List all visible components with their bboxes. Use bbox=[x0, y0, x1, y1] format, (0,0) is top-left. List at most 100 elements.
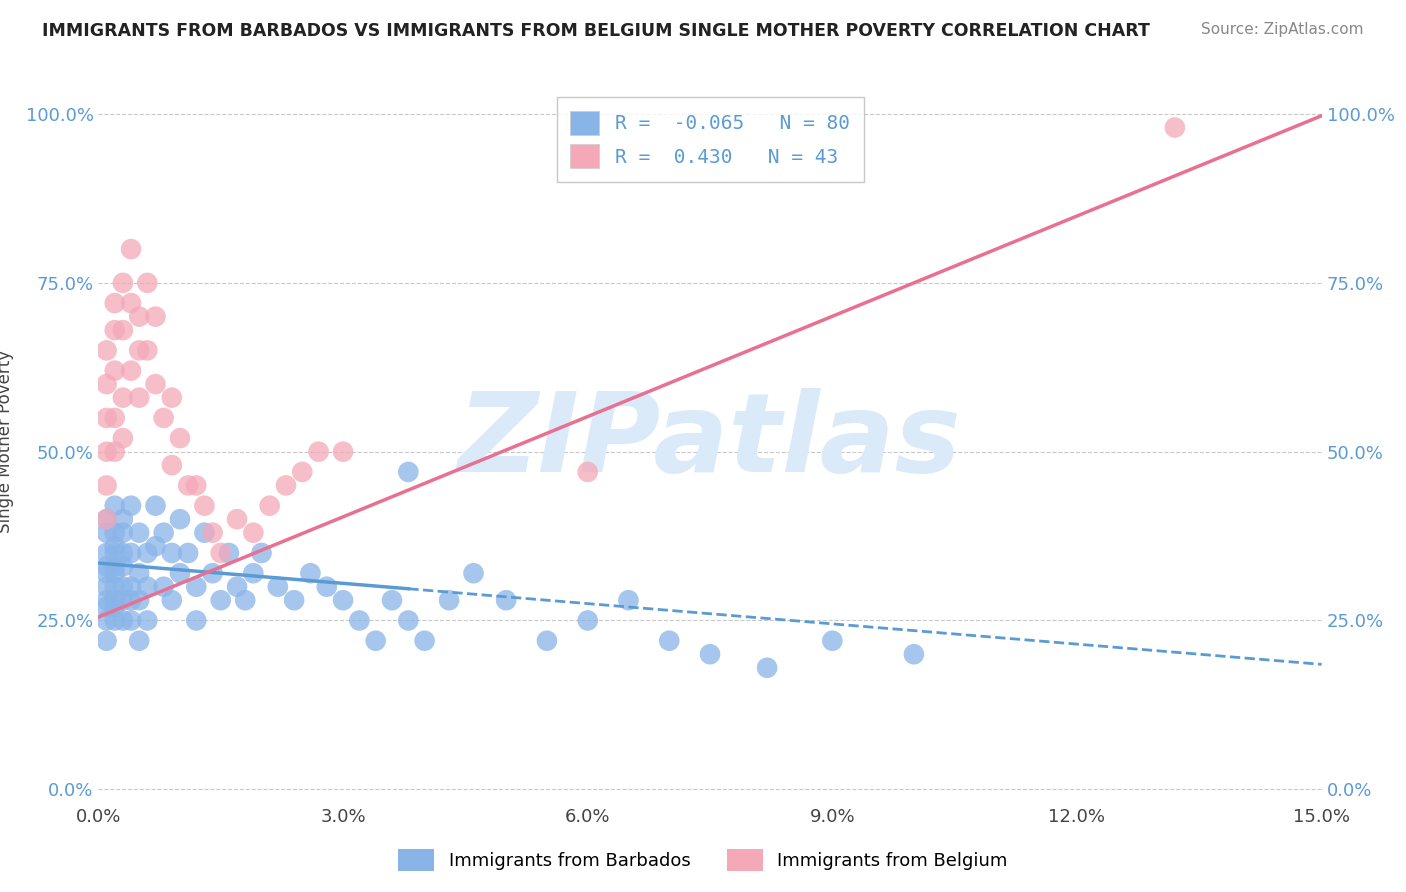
Point bbox=[96, 512, 118, 526]
Point bbox=[169, 512, 191, 526]
Point bbox=[396, 614, 419, 628]
Point bbox=[201, 566, 224, 581]
Point bbox=[111, 391, 134, 405]
Point bbox=[128, 566, 150, 581]
Point bbox=[169, 431, 191, 445]
Point bbox=[120, 364, 142, 378]
Point bbox=[250, 546, 273, 560]
Point bbox=[242, 566, 264, 581]
Point bbox=[463, 566, 485, 581]
Point bbox=[160, 546, 183, 560]
Point bbox=[332, 593, 354, 607]
Point bbox=[259, 499, 281, 513]
Point bbox=[136, 276, 159, 290]
Point bbox=[111, 559, 134, 574]
Point bbox=[111, 431, 134, 445]
Point bbox=[96, 525, 118, 540]
Point bbox=[104, 614, 127, 628]
Point bbox=[136, 546, 159, 560]
Point bbox=[104, 593, 127, 607]
Point bbox=[111, 323, 134, 337]
Point bbox=[160, 458, 183, 472]
Point bbox=[128, 633, 150, 648]
Point bbox=[152, 411, 174, 425]
Point bbox=[111, 512, 134, 526]
Text: IMMIGRANTS FROM BARBADOS VS IMMIGRANTS FROM BELGIUM SINGLE MOTHER POVERTY CORREL: IMMIGRANTS FROM BARBADOS VS IMMIGRANTS F… bbox=[42, 22, 1150, 40]
Point bbox=[291, 465, 314, 479]
Point bbox=[226, 512, 249, 526]
Point bbox=[96, 411, 118, 425]
Point bbox=[145, 539, 167, 553]
Point bbox=[699, 647, 721, 661]
Point bbox=[267, 580, 290, 594]
Point bbox=[283, 593, 305, 607]
Point bbox=[160, 593, 183, 607]
Legend: Immigrants from Barbados, Immigrants from Belgium: Immigrants from Barbados, Immigrants fro… bbox=[391, 842, 1015, 879]
Point bbox=[186, 478, 208, 492]
Point bbox=[209, 546, 232, 560]
Point bbox=[104, 411, 127, 425]
Point bbox=[299, 566, 322, 581]
Text: ZIPatlas: ZIPatlas bbox=[458, 388, 962, 495]
Point bbox=[821, 633, 844, 648]
Point bbox=[396, 465, 419, 479]
Point bbox=[96, 546, 118, 560]
Point bbox=[274, 478, 297, 492]
Point bbox=[104, 566, 127, 581]
Point bbox=[186, 580, 208, 594]
Point bbox=[242, 525, 264, 540]
Point bbox=[120, 546, 142, 560]
Point bbox=[96, 559, 118, 574]
Point bbox=[128, 391, 150, 405]
Point bbox=[536, 633, 558, 648]
Point bbox=[96, 593, 118, 607]
Point bbox=[136, 580, 159, 594]
Point bbox=[120, 614, 142, 628]
Point bbox=[111, 276, 134, 290]
Point bbox=[308, 444, 330, 458]
Point bbox=[104, 525, 127, 540]
Point bbox=[96, 377, 118, 392]
Point bbox=[576, 465, 599, 479]
Point bbox=[177, 478, 200, 492]
Point bbox=[315, 580, 337, 594]
Point bbox=[96, 633, 118, 648]
Point bbox=[120, 580, 142, 594]
Point bbox=[495, 593, 517, 607]
Point bbox=[152, 525, 174, 540]
Point bbox=[104, 559, 127, 574]
Point bbox=[120, 499, 142, 513]
Point bbox=[104, 580, 127, 594]
Point bbox=[104, 499, 127, 513]
Point bbox=[160, 391, 183, 405]
Point bbox=[111, 580, 134, 594]
Point bbox=[104, 546, 127, 560]
Point bbox=[177, 546, 200, 560]
Point bbox=[104, 323, 127, 337]
Point bbox=[96, 580, 118, 594]
Point bbox=[111, 614, 134, 628]
Point bbox=[96, 478, 118, 492]
Point bbox=[128, 593, 150, 607]
Legend: R =  -0.065   N = 80, R =  0.430   N = 43: R = -0.065 N = 80, R = 0.430 N = 43 bbox=[557, 97, 863, 182]
Point bbox=[96, 614, 118, 628]
Point bbox=[120, 242, 142, 256]
Point bbox=[145, 499, 167, 513]
Point bbox=[96, 566, 118, 581]
Point bbox=[96, 444, 118, 458]
Point bbox=[617, 593, 640, 607]
Point bbox=[111, 546, 134, 560]
Point bbox=[218, 546, 240, 560]
Point bbox=[96, 343, 118, 358]
Point bbox=[413, 633, 436, 648]
Point bbox=[96, 599, 118, 614]
Point bbox=[152, 580, 174, 594]
Point bbox=[226, 580, 249, 594]
Point bbox=[1164, 120, 1187, 135]
Point bbox=[903, 647, 925, 661]
Point bbox=[658, 633, 681, 648]
Point bbox=[201, 525, 224, 540]
Point bbox=[104, 444, 127, 458]
Point bbox=[193, 499, 215, 513]
Point bbox=[120, 296, 142, 310]
